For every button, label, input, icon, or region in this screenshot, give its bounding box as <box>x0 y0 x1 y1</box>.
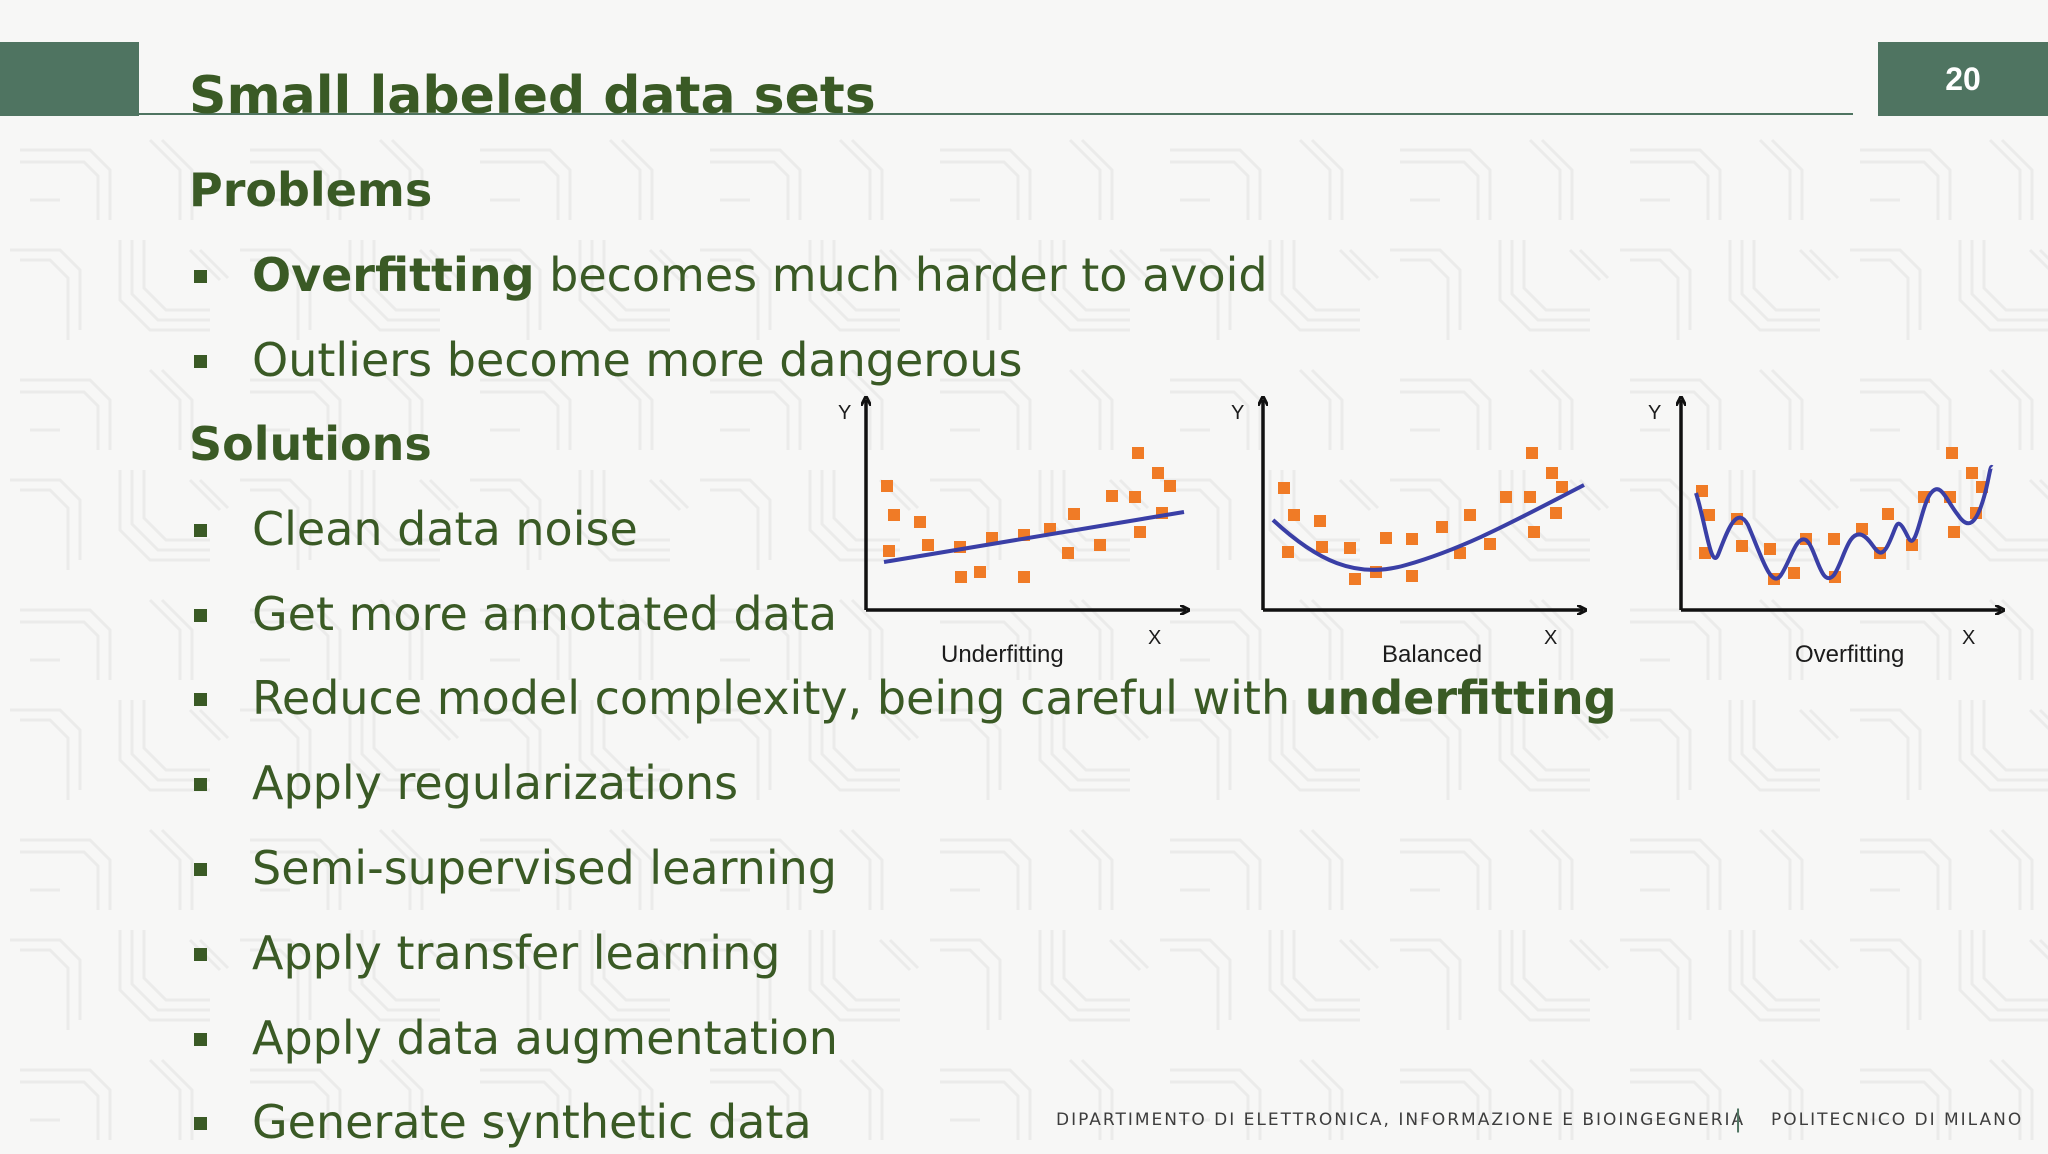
bullet-marker-icon <box>194 863 207 876</box>
overfitting-label: Overfitting <box>1795 641 1904 668</box>
y-axis-label: Y <box>1231 402 1244 424</box>
underfitting-panel: Y X Underfitting <box>838 400 1186 668</box>
footer-separator: | <box>1734 1105 1745 1133</box>
overfitting-panel: Y X Overfitting <box>1648 400 2001 668</box>
data-points <box>1278 447 1568 585</box>
fit-curve <box>1271 483 1585 572</box>
title-underline <box>139 113 1853 115</box>
solution-item-text: Get more annotated data <box>252 587 838 641</box>
fitting-illustration: Y X Underfitting <box>826 385 2006 675</box>
bullet-marker-icon <box>194 1033 207 1046</box>
bullet-marker-icon <box>194 355 207 368</box>
slide-footer: DIPARTIMENTO DI ELETTRONICA, INFORMAZION… <box>1056 1105 2031 1138</box>
y-axis-label: Y <box>1648 402 1661 424</box>
solution-item-text: Apply data augmentation <box>252 1011 838 1065</box>
bullet-marker-icon <box>194 524 207 537</box>
solution-item-text: Reduce model complexity, being careful w… <box>252 671 1305 725</box>
bullet-marker-icon <box>194 778 207 791</box>
slide-title: Small labeled data sets <box>189 66 876 126</box>
data-points <box>881 447 1176 583</box>
footer-department: DIPARTIMENTO DI ELETTRONICA, INFORMAZION… <box>1056 1110 1746 1130</box>
footer-university: POLITECNICO DI MILANO <box>1771 1110 2024 1130</box>
x-axis-label: X <box>1544 627 1557 649</box>
solution-item-text: Clean data noise <box>252 502 638 556</box>
solution-item-text: Apply regularizations <box>252 756 739 810</box>
solution-item-text: Generate synthetic data <box>252 1095 812 1149</box>
balanced-label: Balanced <box>1382 641 1482 668</box>
solution-item-text: Apply transfer learning <box>252 926 781 980</box>
bullet-marker-icon <box>194 609 207 622</box>
balanced-panel: Y X Balanced <box>1231 400 1584 668</box>
header-accent-block-left <box>0 42 139 116</box>
problem-item-bold: Overfitting <box>252 248 535 302</box>
y-axis-label: Y <box>838 402 851 424</box>
solution-item-bold: underfitting <box>1304 671 1617 725</box>
underfitting-label: Underfitting <box>941 641 1064 668</box>
x-axis-label: X <box>1148 627 1161 649</box>
solutions-heading: Solutions <box>189 417 432 471</box>
header-accent-block-right <box>1878 42 2048 116</box>
problems-heading: Problems <box>189 163 433 217</box>
x-axis-label: X <box>1962 627 1975 649</box>
bullet-marker-icon <box>194 1117 207 1130</box>
fit-curve <box>1694 464 1994 581</box>
bullet-marker-icon <box>194 693 207 706</box>
bullet-marker-icon <box>194 270 207 283</box>
fit-curve <box>883 510 1185 564</box>
problem-item-text: becomes much harder to avoid <box>534 248 1268 302</box>
bullet-marker-icon <box>194 948 207 961</box>
problem-item-text: Outliers become more dangerous <box>252 333 1023 387</box>
fitting-illustration-svg: Y X Underfitting <box>838 385 2006 668</box>
solution-item-text: Semi-supervised learning <box>252 841 837 895</box>
page-number: 20 <box>1945 60 1981 97</box>
